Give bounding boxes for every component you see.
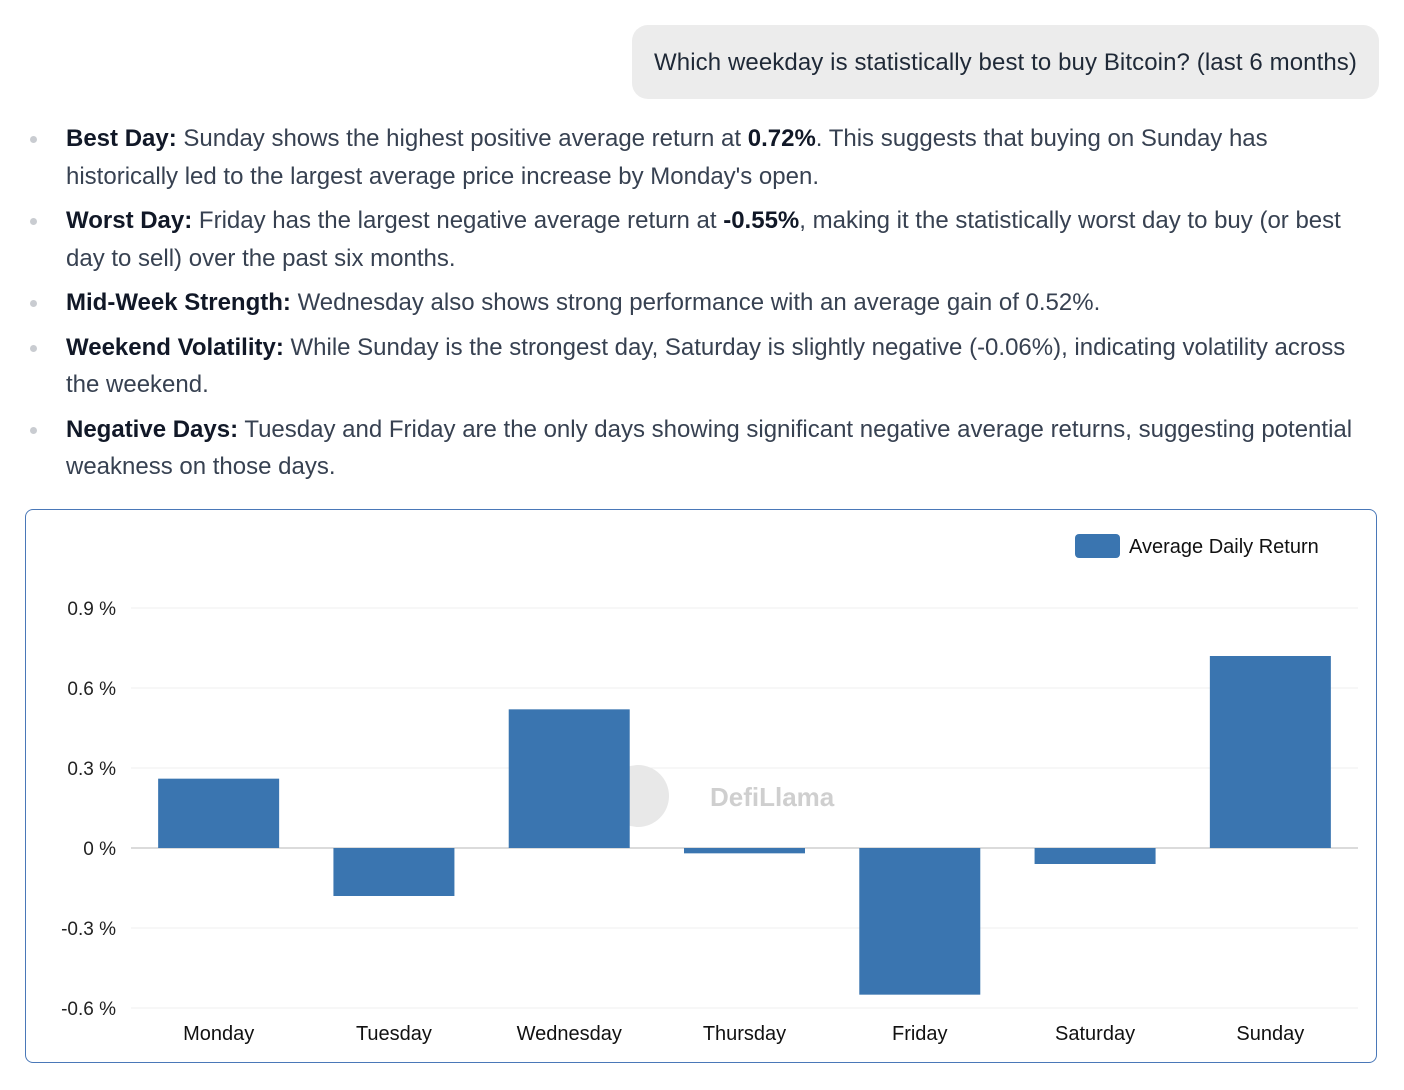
- x-tick-label: Monday: [183, 1023, 254, 1045]
- y-tick-label: 0.3 %: [67, 759, 116, 780]
- x-tick-label: Thursday: [703, 1023, 786, 1045]
- bar-saturday: [1034, 848, 1156, 864]
- x-tick-label: Tuesday: [356, 1023, 432, 1045]
- bar-monday: [158, 778, 280, 848]
- bullet-item: Negative Days: Tuesday and Friday are th…: [28, 411, 1368, 486]
- bullet-text: While Sunday is the strongest day, Satur…: [66, 333, 1346, 399]
- bullet-title: Negative Days:: [66, 415, 239, 443]
- bullet-dot: [30, 300, 37, 307]
- watermark-text: DefiLlama: [710, 782, 835, 812]
- bullet-title: Mid-Week Strength:: [66, 289, 291, 316]
- response-bullet-list: Best Day: Sunday shows the highest posit…: [28, 120, 1368, 493]
- bullet-highlight: -0.55%: [723, 207, 800, 234]
- bullet-dot: [30, 218, 37, 225]
- bullet-text: Wednesday also shows strong performance …: [290, 289, 1101, 316]
- bar-tuesday: [333, 848, 455, 896]
- bullet-dot: [30, 344, 37, 352]
- y-tick-label: 0 %: [83, 839, 116, 860]
- bullet-title: Weekend Volatility:: [66, 333, 284, 361]
- bar-chart: 0.9 % 0.6 % 0.3 % 0 % -0.3 % -0.6 % DefiLlama M…: [61, 534, 1358, 1045]
- y-tick-label: -0.3 %: [61, 919, 116, 940]
- bullet-text: , making it the statistically worst day …: [66, 207, 1341, 272]
- y-tick-label: 0.9 %: [67, 599, 116, 620]
- bullet-dot: [30, 136, 37, 143]
- user-message-text: Which weekday is statistically best to b…: [654, 49, 1357, 76]
- bar-thursday: [684, 848, 805, 854]
- bullet-dot: [30, 426, 37, 434]
- legend-label: Average Daily Return: [1129, 536, 1319, 558]
- bullet-item: Mid-Week Strength: Wednesday also shows …: [28, 284, 1368, 322]
- bullet-item: Worst Day: Friday has the largest negati…: [28, 202, 1368, 277]
- bullet-title: Best Day:: [66, 125, 177, 152]
- bullet-text: Friday has the largest negative average …: [192, 207, 724, 234]
- x-tick-label: Saturday: [1055, 1023, 1135, 1045]
- bar-wednesday: [508, 709, 630, 848]
- bullet-item: Weekend Volatility: While Sunday is the …: [28, 329, 1368, 404]
- x-tick-label: Sunday: [1236, 1023, 1304, 1045]
- bullet-text: . This suggests that buying on Sunday ha…: [66, 125, 1268, 190]
- bar-sunday: [1209, 656, 1331, 848]
- x-tick-label: Friday: [892, 1023, 948, 1045]
- bar-friday: [859, 848, 981, 995]
- bullet-item: Best Day: Sunday shows the highest posit…: [28, 120, 1368, 195]
- bullet-text: Tuesday and Friday are the only days sho…: [66, 415, 1353, 481]
- y-tick-label: 0.6 %: [67, 679, 116, 700]
- bullet-title: Worst Day:: [66, 207, 193, 234]
- bullet-highlight: 0.72%: [747, 125, 816, 152]
- x-tick-label: Wednesday: [517, 1023, 622, 1045]
- y-tick-label: -0.6 %: [61, 999, 116, 1020]
- chart-card: 0.9 % 0.6 % 0.3 % 0 % -0.3 % -0.6 % DefiLlama M…: [25, 509, 1377, 1063]
- bullet-text: Sunday shows the highest positive averag…: [176, 125, 748, 152]
- legend-swatch: [1075, 534, 1120, 558]
- user-message-bubble: Which weekday is statistically best to b…: [632, 25, 1379, 99]
